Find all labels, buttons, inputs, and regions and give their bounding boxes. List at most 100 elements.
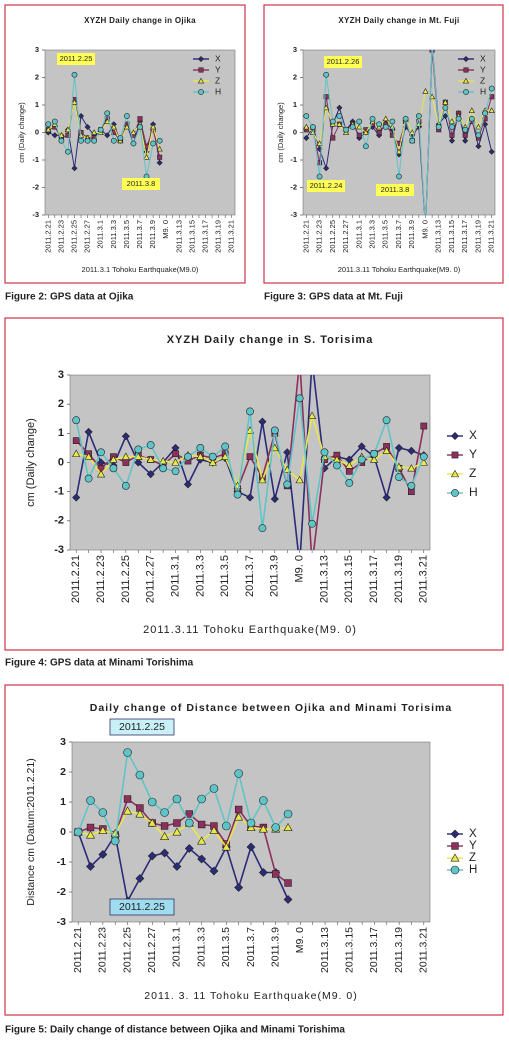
marker	[394, 443, 403, 452]
marker	[442, 112, 449, 120]
marker	[209, 825, 219, 834]
marker	[323, 104, 330, 111]
y-tick-label: -3	[290, 210, 297, 219]
marker	[409, 137, 416, 144]
marker	[197, 55, 205, 63]
marker	[450, 469, 460, 478]
marker	[468, 107, 475, 113]
marker	[376, 121, 383, 128]
x-tick-label: 2011.3.7	[245, 927, 257, 967]
marker	[135, 874, 145, 883]
marker	[109, 464, 118, 473]
marker	[463, 67, 469, 73]
x-tick-label: 2011.2.27	[341, 220, 350, 253]
chart-title: XYZH Daily change in Ojika	[84, 16, 196, 25]
marker	[104, 118, 111, 124]
x-tick-label: 2011.3.13	[319, 927, 331, 973]
y-tick-label: 1	[60, 796, 66, 808]
legend-label: Z	[215, 75, 220, 85]
x-tick-label: 2011.3.3	[368, 220, 377, 249]
caption: Figure 2: GPS data at Ojika	[5, 292, 134, 303]
marker	[171, 458, 180, 466]
x-tick-label: 2011.2.25	[120, 555, 132, 603]
marker	[96, 469, 106, 478]
marker	[78, 137, 84, 144]
y-tick-label: -1	[290, 155, 297, 164]
marker	[110, 836, 120, 846]
marker	[137, 124, 143, 130]
marker	[110, 137, 117, 144]
legend-label: H	[469, 485, 478, 499]
x-tick-label: 2011.2.21	[70, 555, 82, 603]
x-tick-label: 2011.3.3	[194, 555, 206, 597]
marker	[160, 831, 170, 840]
marker	[208, 452, 217, 461]
marker	[246, 842, 256, 852]
x-tick-label: 2011.3.1	[169, 555, 181, 597]
marker	[91, 129, 98, 135]
marker	[283, 448, 292, 457]
annotation-box	[109, 718, 175, 736]
marker	[369, 115, 376, 122]
marker	[51, 132, 58, 139]
marker	[58, 137, 65, 144]
marker	[234, 769, 243, 778]
marker	[98, 850, 108, 859]
x-tick-label: 2011.3.3	[195, 927, 207, 967]
legend-label: Z	[469, 466, 476, 480]
marker	[407, 481, 416, 490]
x-tick-label: 2011.3.17	[460, 220, 469, 253]
marker	[147, 851, 157, 861]
marker	[389, 118, 396, 125]
marker	[451, 451, 459, 459]
marker	[246, 407, 254, 416]
marker	[234, 883, 244, 892]
marker	[45, 126, 52, 133]
marker	[462, 137, 469, 144]
marker	[183, 480, 192, 489]
x-tick-label: 2011.3.3	[109, 220, 118, 249]
marker	[407, 446, 416, 455]
x-tick-label: 2011.2.27	[146, 927, 158, 973]
marker	[323, 71, 330, 78]
marker	[234, 805, 243, 814]
y-tick-label: 2	[60, 766, 66, 778]
x-tick-label: 2011.3.1	[171, 927, 183, 967]
x-tick-label: 2011.3.15	[344, 927, 356, 973]
x-axis-title: 2011.3.11 Tohoku Earthquake(M9. 0)	[143, 624, 357, 636]
y-tick-label: -3	[32, 210, 39, 219]
marker	[146, 455, 155, 463]
marker	[382, 124, 389, 130]
x-tick-label: 2011.3.1	[354, 220, 363, 249]
marker	[147, 797, 157, 807]
y-tick-label: -3	[54, 544, 64, 556]
y-tick-label: -2	[57, 886, 66, 898]
marker	[349, 124, 356, 130]
x-tick-label: 2011.3.9	[269, 555, 281, 597]
marker	[196, 444, 205, 452]
x-tick-label: 2011.3.17	[368, 555, 380, 603]
marker	[72, 449, 81, 457]
y-tick-label: -3	[57, 916, 66, 928]
marker	[209, 866, 219, 876]
marker	[86, 796, 95, 805]
marker	[84, 123, 91, 131]
marker	[482, 110, 488, 117]
marker	[78, 112, 85, 120]
annotation-box	[57, 53, 95, 65]
x-tick-label: 2011.3.5	[219, 555, 231, 597]
legend-label: Z	[469, 852, 476, 864]
marker	[65, 148, 71, 155]
chart-frame	[4, 4, 246, 284]
x-tick-label: 2011.2.21	[301, 220, 310, 253]
y-tick-label: 0	[35, 127, 39, 136]
marker	[246, 818, 256, 828]
y-axis-title: cm (Daily change)	[25, 418, 37, 507]
y-tick-label: 1	[58, 427, 64, 439]
x-tick-label: M9. 0	[420, 220, 429, 239]
x-tick-label: 2011.2.25	[69, 220, 78, 253]
x-tick-label: 2011.3.19	[393, 555, 405, 603]
marker	[84, 452, 93, 460]
marker	[184, 452, 192, 461]
annotation-box	[122, 178, 160, 190]
